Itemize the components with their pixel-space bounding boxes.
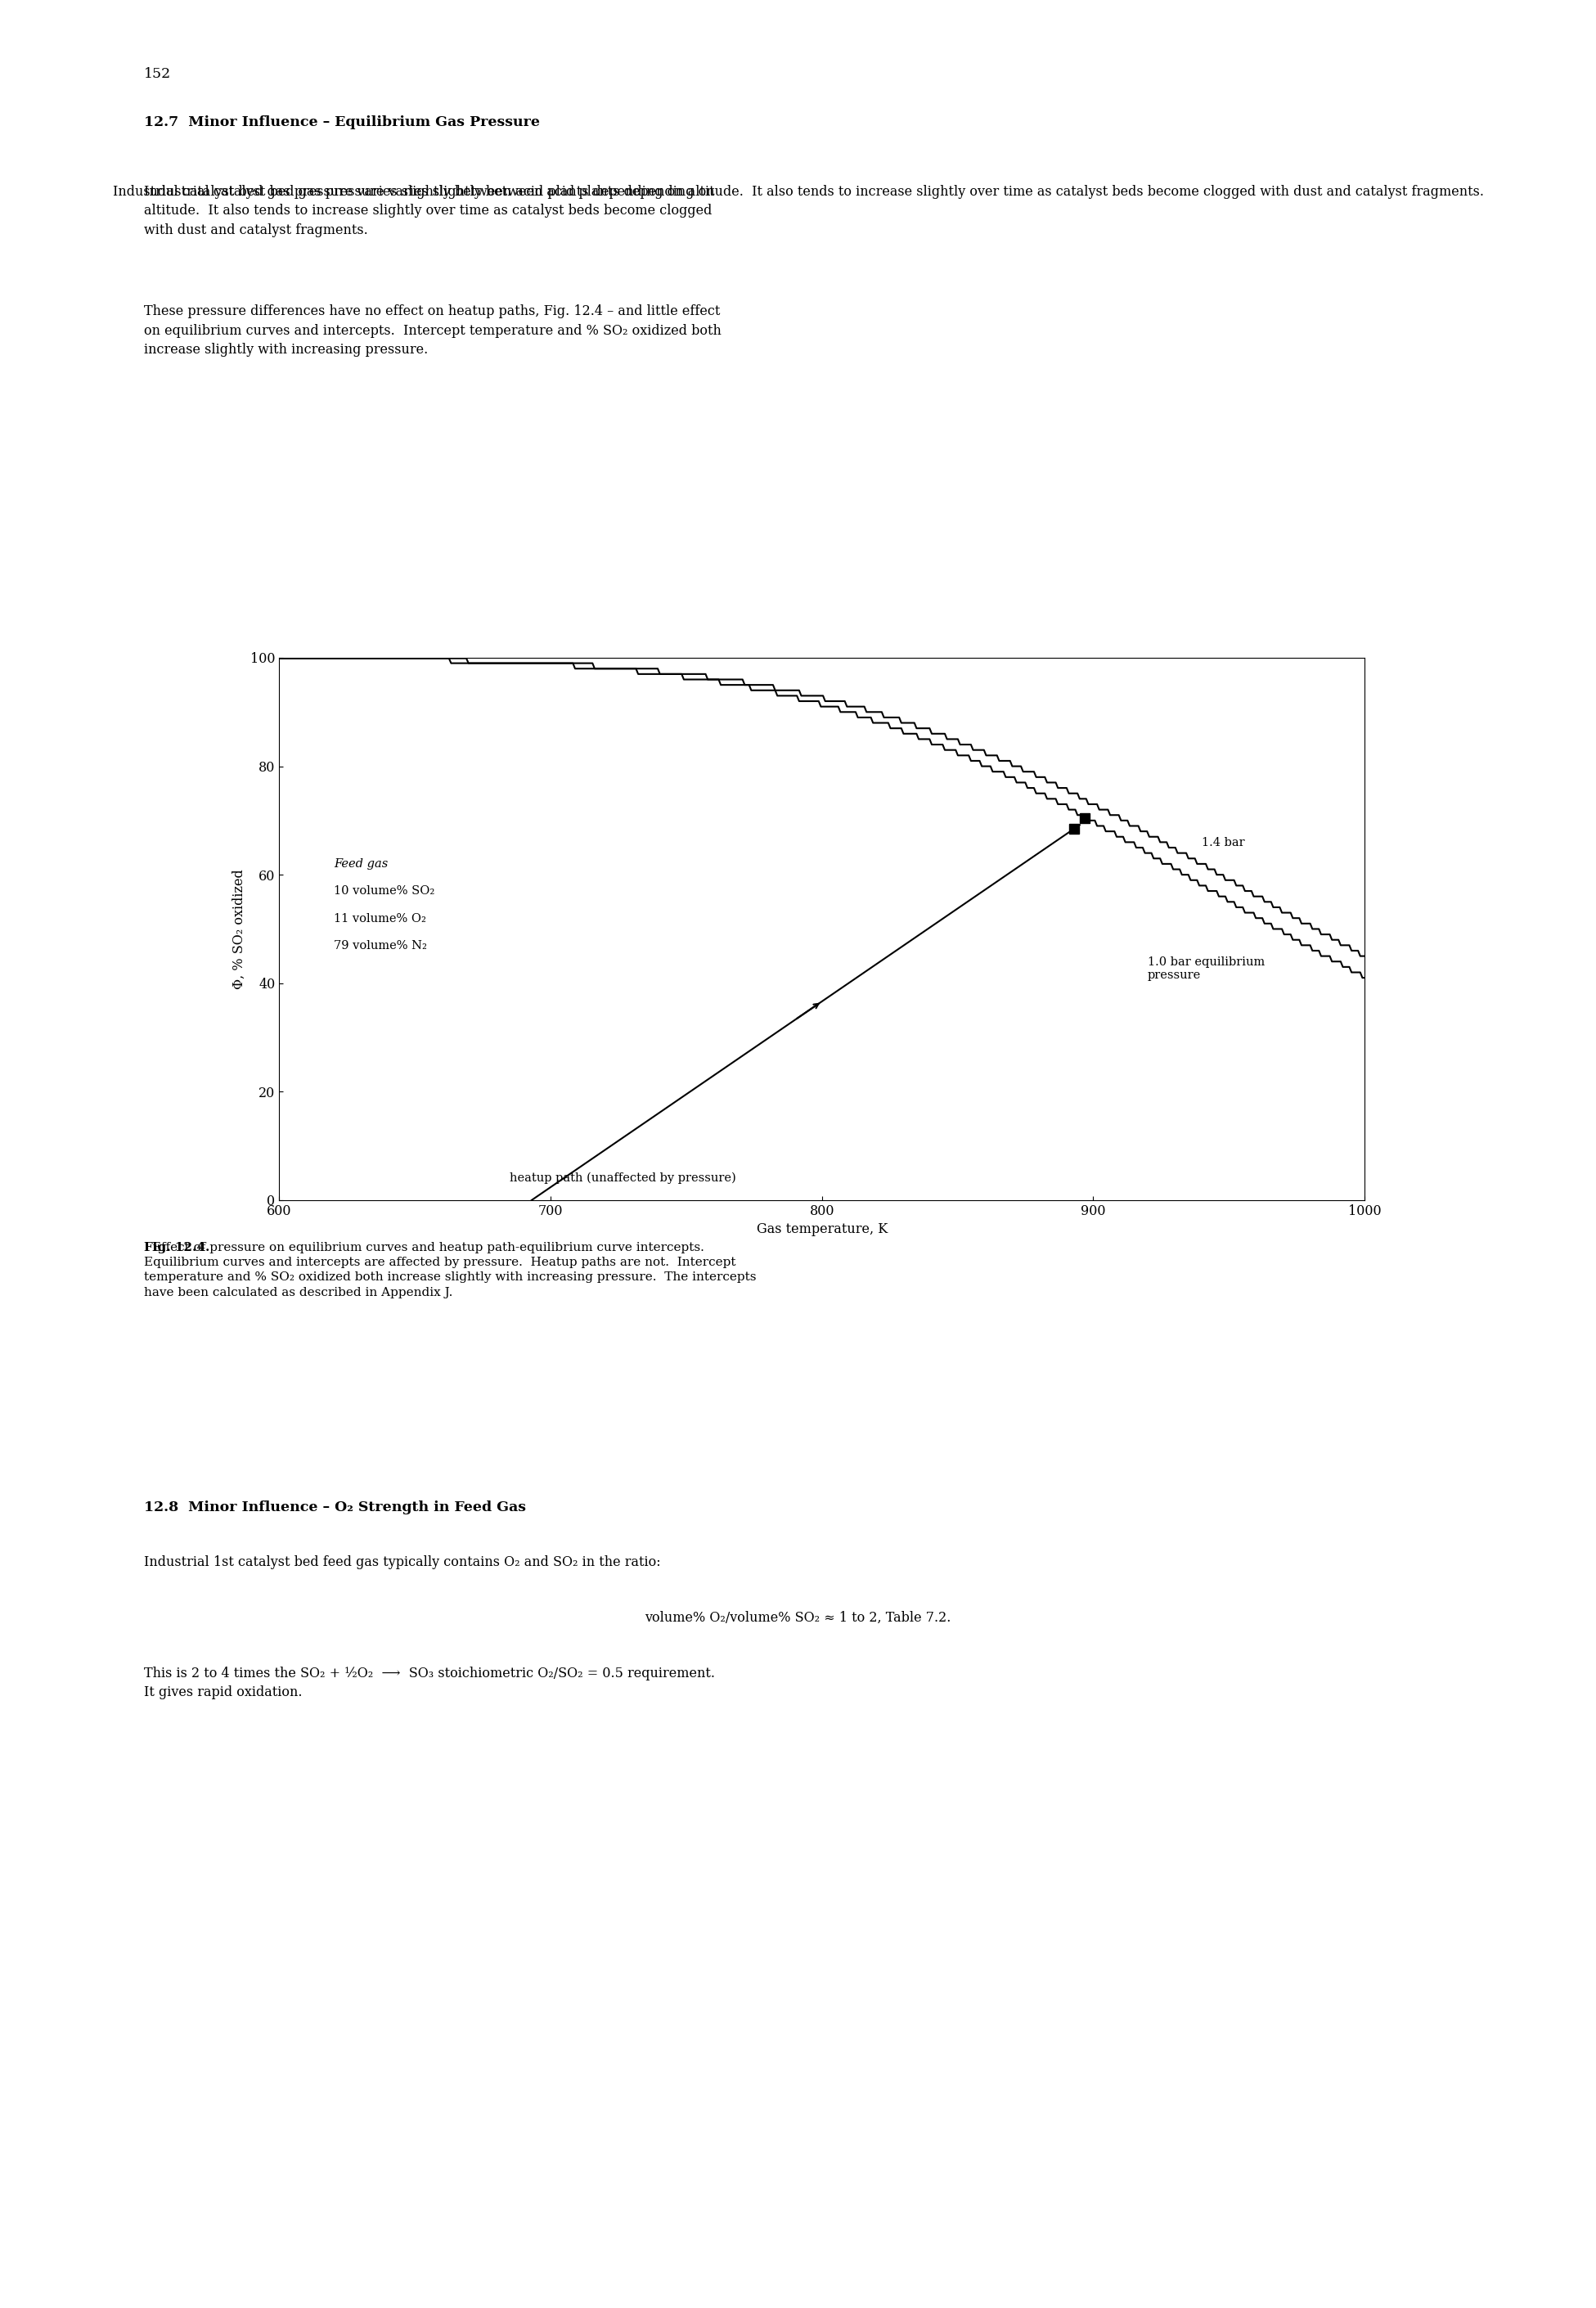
Text: These pressure differences have no effect on heatup paths, Fig. 12.4 – and littl: These pressure differences have no effec… bbox=[144, 305, 721, 358]
Text: 12.7  Minor Influence – Equilibrium Gas Pressure: 12.7 Minor Influence – Equilibrium Gas P… bbox=[144, 115, 539, 129]
Text: Effect of pressure on equilibrium curves and heatup path-equilibrium curve inter: Effect of pressure on equilibrium curves… bbox=[144, 1242, 757, 1299]
Text: Fig. 12.4.: Fig. 12.4. bbox=[144, 1242, 209, 1253]
Text: Industrial catalyst bed gas pressure varies slightly between acid plants dependi: Industrial catalyst bed gas pressure var… bbox=[144, 185, 715, 238]
Text: 11 volume% O₂: 11 volume% O₂ bbox=[334, 912, 426, 923]
Text: 12.8  Minor Influence – O₂ Strength in Feed Gas: 12.8 Minor Influence – O₂ Strength in Fe… bbox=[144, 1500, 525, 1514]
Text: 152: 152 bbox=[144, 67, 171, 81]
X-axis label: Gas temperature, K: Gas temperature, K bbox=[757, 1223, 887, 1237]
Text: 1.0 bar equilibrium
pressure: 1.0 bar equilibrium pressure bbox=[1148, 956, 1264, 981]
Text: 10 volume% SO₂: 10 volume% SO₂ bbox=[334, 886, 434, 898]
Y-axis label: Φ, % SO₂ oxidized: Φ, % SO₂ oxidized bbox=[231, 868, 246, 990]
Text: Industrial 1st catalyst bed feed gas typically contains O₂ and SO₂ in the ratio:: Industrial 1st catalyst bed feed gas typ… bbox=[144, 1556, 661, 1569]
Text: 1.4 bar: 1.4 bar bbox=[1202, 838, 1245, 849]
Text: Feed gas: Feed gas bbox=[334, 859, 388, 870]
Text: 79 volume% N₂: 79 volume% N₂ bbox=[334, 939, 426, 951]
Text: This is 2 to 4 times the SO₂ + ½O₂  ⟶  SO₃ stoichiometric O₂/SO₂ = 0.5 requireme: This is 2 to 4 times the SO₂ + ½O₂ ⟶ SO₃… bbox=[144, 1666, 715, 1699]
Text: Industrial catalyst bed gas pressure varies slightly between acid plants dependi: Industrial catalyst bed gas pressure var… bbox=[112, 185, 1484, 198]
Text: volume% O₂/volume% SO₂ ≈ 1 to 2, Table 7.2.: volume% O₂/volume% SO₂ ≈ 1 to 2, Table 7… bbox=[645, 1611, 951, 1625]
Text: heatup path (unaffected by pressure): heatup path (unaffected by pressure) bbox=[509, 1172, 736, 1184]
